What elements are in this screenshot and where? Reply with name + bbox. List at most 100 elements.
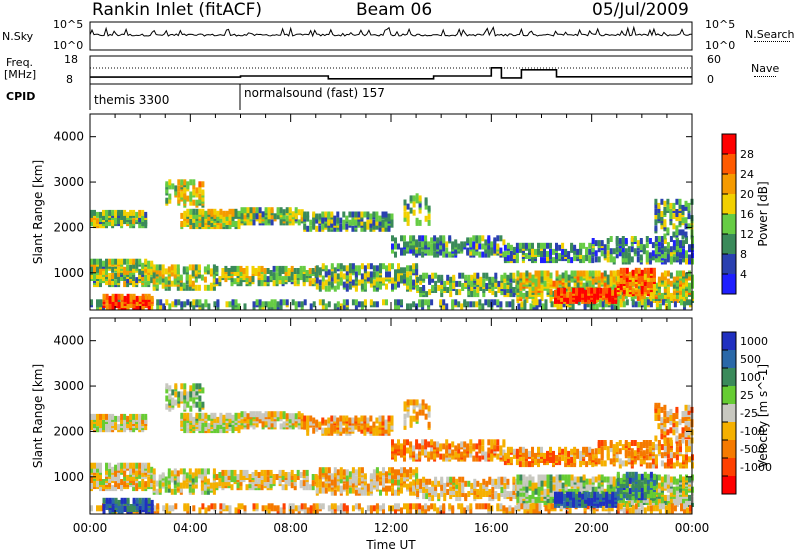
data-cell xyxy=(570,461,574,468)
data-cell xyxy=(138,413,142,420)
data-cell xyxy=(472,241,476,248)
data-cell xyxy=(351,481,355,488)
data-cell xyxy=(451,299,455,306)
data-cell xyxy=(612,444,616,451)
data-cell xyxy=(421,251,425,258)
data-cell xyxy=(216,416,220,423)
data-cell xyxy=(287,268,291,274)
data-cell xyxy=(260,278,264,285)
data-cell xyxy=(631,280,635,286)
data-cell xyxy=(158,274,162,281)
data-cell xyxy=(534,270,538,277)
data-cell xyxy=(296,469,300,476)
data-cell xyxy=(375,467,379,474)
data-cell xyxy=(606,250,610,257)
data-cell xyxy=(512,287,516,293)
data-cell xyxy=(597,270,601,277)
data-cell xyxy=(418,241,422,248)
data-cell xyxy=(294,207,298,214)
data-cell xyxy=(99,222,103,229)
data-cell xyxy=(440,278,444,285)
data-cell xyxy=(99,420,103,426)
data-cell xyxy=(357,467,361,474)
data-cell xyxy=(132,485,136,492)
data-cell xyxy=(648,252,652,259)
data-cell xyxy=(461,272,465,279)
data-cell xyxy=(201,303,205,310)
data-cell xyxy=(509,244,513,251)
data-cell xyxy=(469,249,473,256)
data-cell xyxy=(579,253,583,259)
data-cell xyxy=(348,487,352,494)
data-cell xyxy=(549,288,553,295)
data-cell xyxy=(406,265,410,272)
data-cell xyxy=(257,472,261,478)
data-cell xyxy=(251,265,255,272)
data-cell xyxy=(138,268,142,275)
data-cell xyxy=(572,287,576,294)
data-cell xyxy=(102,209,106,216)
data-cell xyxy=(135,258,139,265)
data-cell xyxy=(512,246,516,253)
data-cell xyxy=(675,254,679,261)
data-cell xyxy=(518,446,522,453)
data-cell xyxy=(466,451,470,458)
data-cell xyxy=(648,446,652,453)
data-cell xyxy=(424,449,428,456)
data-cell xyxy=(685,236,689,242)
data-cell xyxy=(327,269,331,276)
data-cell xyxy=(311,480,315,487)
data-cell xyxy=(188,274,192,281)
data-cell xyxy=(578,287,582,294)
data-cell xyxy=(311,278,315,285)
data-cell xyxy=(487,243,491,250)
data-cell xyxy=(430,243,434,250)
data-cell xyxy=(192,189,196,196)
data-cell xyxy=(285,299,289,306)
data-cell xyxy=(506,242,510,249)
data-cell xyxy=(246,417,250,424)
data-cell xyxy=(267,421,271,428)
data-cell xyxy=(204,412,208,419)
data-cell xyxy=(633,440,637,446)
data-cell xyxy=(129,462,133,469)
data-cell xyxy=(90,273,94,279)
data-cell xyxy=(400,471,404,478)
data-cell xyxy=(621,444,625,451)
data-cell xyxy=(270,219,274,226)
data-cell xyxy=(315,271,319,278)
data-cell xyxy=(555,253,559,259)
data-cell xyxy=(212,268,216,275)
data-cell xyxy=(540,242,544,249)
data-cell xyxy=(290,274,294,281)
data-cell xyxy=(461,283,465,289)
data-cell xyxy=(422,285,426,291)
data-cell xyxy=(512,253,516,259)
data-cell xyxy=(669,250,673,257)
data-cell xyxy=(224,469,228,476)
data-cell xyxy=(549,248,553,255)
data-cell xyxy=(515,255,519,262)
data-cell xyxy=(502,449,506,456)
data-cell xyxy=(503,493,507,500)
data-cell xyxy=(669,452,673,459)
data-cell xyxy=(90,209,94,216)
data-cell xyxy=(318,477,322,484)
data-cell xyxy=(557,287,561,294)
data-cell xyxy=(385,471,389,478)
data-cell xyxy=(164,476,168,483)
data-cell xyxy=(582,270,586,277)
data-cell xyxy=(628,280,632,286)
data-cell xyxy=(685,290,689,297)
data-cell xyxy=(684,204,688,211)
data-cell xyxy=(628,271,632,278)
data-cell xyxy=(185,472,189,479)
data-cell xyxy=(216,427,220,434)
data-cell xyxy=(333,471,337,478)
data-cell xyxy=(563,287,567,294)
data-cell xyxy=(400,443,404,450)
data-cell xyxy=(630,452,634,459)
data-cell xyxy=(688,274,692,281)
data-cell xyxy=(330,211,334,218)
data-cell xyxy=(189,412,193,419)
